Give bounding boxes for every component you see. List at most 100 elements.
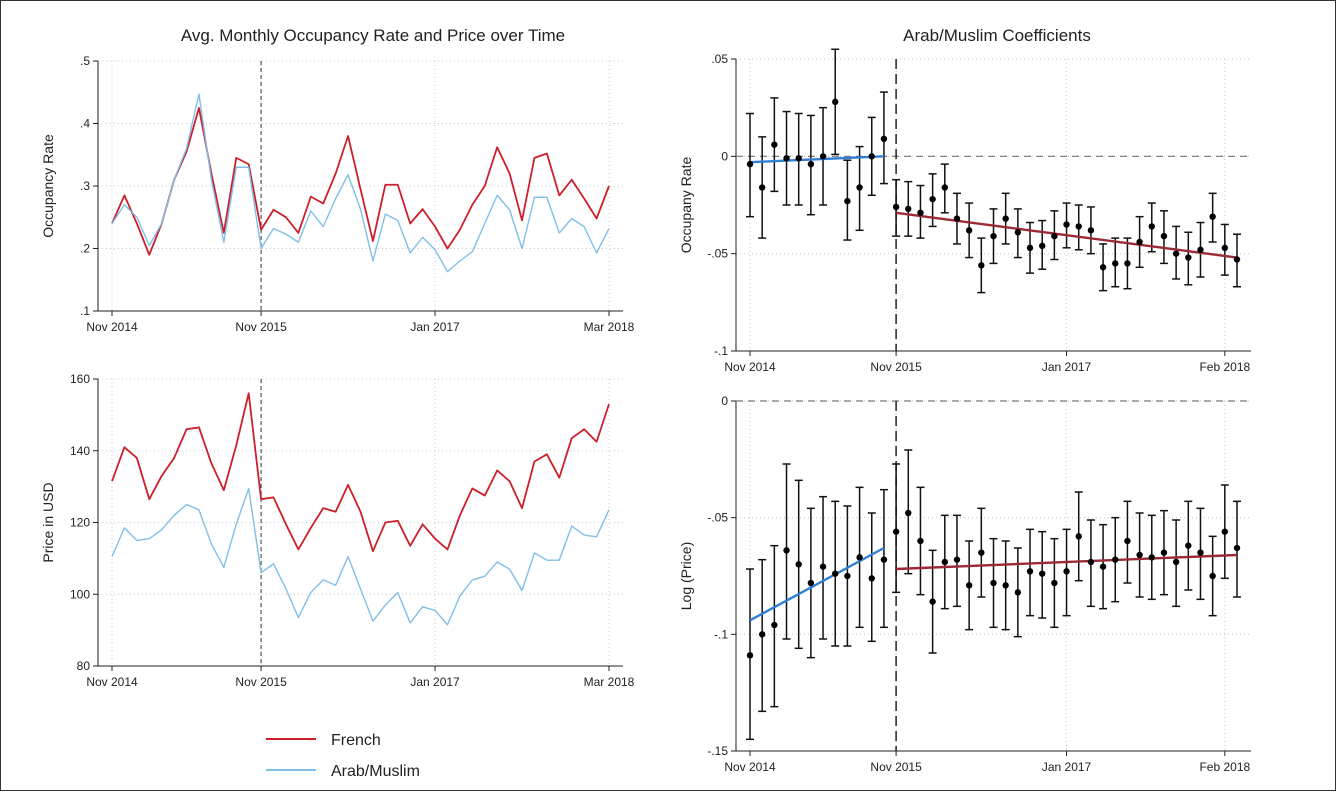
- coefficient-point: [929, 598, 936, 605]
- coefficient-point: [771, 621, 778, 629]
- y-axis-title: Occupany Rate: [678, 157, 694, 254]
- y-axis-title: Price in USD: [40, 482, 56, 562]
- coefficient-point: [771, 141, 778, 148]
- y-axis-title: Occupancy Rate: [40, 134, 56, 238]
- chart-price-usd: 80 100 120 140 160 Nov 2014 Nov 2015 Jan 2017 Ma…: [40, 372, 635, 689]
- x-tick-label: Jan 2017: [1042, 760, 1092, 774]
- x-tick-label: Nov 2015: [870, 360, 922, 374]
- coefficient-point: [917, 537, 924, 545]
- coefficient-point: [978, 262, 985, 269]
- coefficient-point: [783, 547, 790, 554]
- x-tick-label: Nov 2014: [724, 760, 776, 774]
- coefficient-point: [1197, 246, 1204, 253]
- coefficient-point: [856, 184, 863, 191]
- right-panel-title: Arab/Muslim Coefficients: [903, 26, 1091, 45]
- y-tick-label: -.05: [707, 511, 728, 525]
- coefficient-point: [832, 570, 839, 577]
- fit-line-post: [895, 211, 1238, 259]
- coefficient-point: [941, 184, 948, 191]
- coefficient-point: [1172, 250, 1180, 257]
- coefficient-point: [1099, 563, 1107, 570]
- coefficient-point: [758, 184, 766, 191]
- y-tick-label: .5: [80, 54, 90, 68]
- coefficient-point: [880, 135, 888, 143]
- coefficient-point: [880, 556, 888, 563]
- coefficient-point: [1124, 537, 1131, 545]
- series-line-french: [111, 392, 610, 553]
- x-tick-label: Jan 2017: [1042, 360, 1092, 374]
- coefficient-point: [795, 561, 802, 568]
- coefficient-point: [1185, 254, 1192, 261]
- coefficient-point: [1148, 223, 1155, 230]
- x-tick-label: Nov 2014: [86, 320, 138, 334]
- coefficient-point: [1051, 232, 1058, 240]
- x-tick-label: Mar 2018: [584, 675, 635, 689]
- y-tick-label: 0: [721, 149, 728, 163]
- coefficient-point: [1075, 223, 1082, 230]
- coefficient-point: [905, 509, 912, 517]
- coefficient-point: [1063, 221, 1070, 228]
- coefficient-point: [1136, 238, 1143, 246]
- x-tick-label: Jan 2017: [410, 675, 460, 689]
- coefficient-point: [965, 582, 973, 589]
- coefficient-point: [1221, 528, 1229, 535]
- coefficient-point: [795, 155, 802, 162]
- coefficient-point: [1026, 568, 1034, 575]
- coefficient-point: [1148, 554, 1155, 561]
- coefficient-point: [1172, 558, 1180, 566]
- coefficient-point: [758, 631, 766, 638]
- series-line-arab-muslim: [111, 93, 610, 273]
- x-tick-label: Nov 2015: [235, 320, 287, 334]
- series-line-arab-muslim: [111, 487, 610, 626]
- fit-line-post: [896, 553, 1238, 571]
- x-tick-label: Nov 2015: [235, 675, 287, 689]
- coefficient-point: [1026, 244, 1034, 252]
- coefficient-point: [807, 160, 815, 168]
- y-tick-label: -.05: [707, 247, 728, 261]
- y-tick-label: .05: [711, 52, 728, 66]
- coefficient-point: [783, 155, 790, 162]
- x-tick-label: Feb 2018: [1199, 360, 1250, 374]
- coefficient-point: [1209, 572, 1216, 580]
- y-tick-label: -.1: [714, 627, 728, 641]
- chart-occupancy-rate: .1 .2 .3 .4 .5 Nov 2014 Nov 2015 Jan 2017 Mar 20…: [40, 54, 635, 334]
- coefficient-point: [1014, 589, 1022, 596]
- legend-label-arab-muslim: Arab/Muslim: [331, 763, 420, 780]
- coefficient-point: [965, 227, 973, 234]
- coefficient-point: [953, 556, 961, 563]
- fit-line-pre: [749, 155, 884, 164]
- coefficient-point: [1087, 227, 1095, 234]
- legend-label-french: French: [331, 732, 381, 749]
- coefficient-point: [1197, 549, 1204, 556]
- coefficient-point: [819, 563, 827, 570]
- coefficient-point: [941, 558, 948, 566]
- coefficient-point: [1075, 533, 1082, 540]
- y-tick-label: 160: [70, 372, 90, 386]
- coefficient-point: [1160, 549, 1168, 556]
- coefficient-point: [1002, 215, 1009, 222]
- coefficient-point: [1002, 582, 1009, 589]
- coefficient-point: [953, 215, 961, 222]
- x-tick-label: Mar 2018: [584, 320, 635, 334]
- coefficient-point: [917, 209, 924, 216]
- y-tick-label: .1: [80, 304, 90, 318]
- coefficient-point: [892, 203, 900, 211]
- coefficient-point: [819, 153, 827, 160]
- y-tick-label: 140: [70, 444, 90, 458]
- coefficient-point: [1124, 260, 1131, 267]
- coefficient-point: [1233, 544, 1241, 552]
- coefficient-point: [1099, 264, 1107, 271]
- coefficient-point: [905, 205, 912, 213]
- coefficient-point: [1185, 542, 1192, 549]
- coefficient-point: [868, 153, 875, 160]
- coefficient-point: [746, 652, 754, 659]
- y-tick-label: 0: [721, 394, 728, 408]
- x-tick-label: Nov 2014: [86, 675, 138, 689]
- coefficient-point: [746, 160, 754, 168]
- left-panel-title: Avg. Monthly Occupancy Rate and Price ov…: [181, 26, 565, 45]
- coefficient-point: [1112, 556, 1119, 563]
- coefficient-point: [892, 528, 900, 535]
- y-tick-label: 100: [70, 587, 90, 601]
